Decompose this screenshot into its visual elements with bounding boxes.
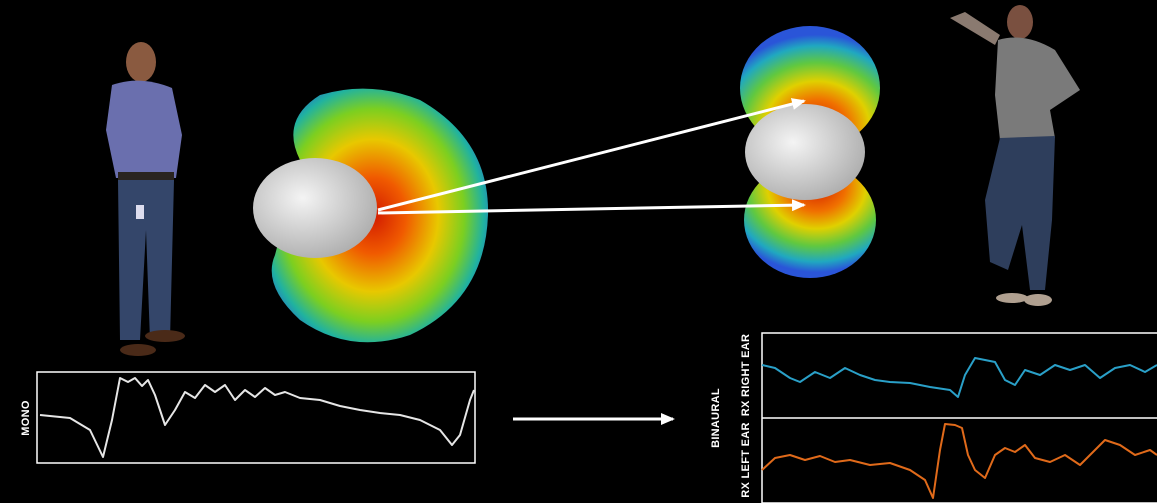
mono-waveform [40,378,474,457]
binaural-label: BINAURAL [710,388,722,448]
person-right [950,5,1080,306]
mono-label: MONO [20,400,32,436]
right-ear-label: RX RIGHT EAR [740,334,752,416]
right-ear-waveform [762,358,1157,397]
head-right [745,104,865,200]
person-left [106,42,185,356]
directivity-right [740,26,880,278]
head-left [253,158,377,258]
directivity-left [253,89,488,343]
left-ear-label: RX LEFT EAR [740,422,752,497]
figure: MONO BINAURAL RX RIGHT EAR RX LEFT EAR [0,0,1157,503]
left-ear-waveform [762,424,1157,498]
